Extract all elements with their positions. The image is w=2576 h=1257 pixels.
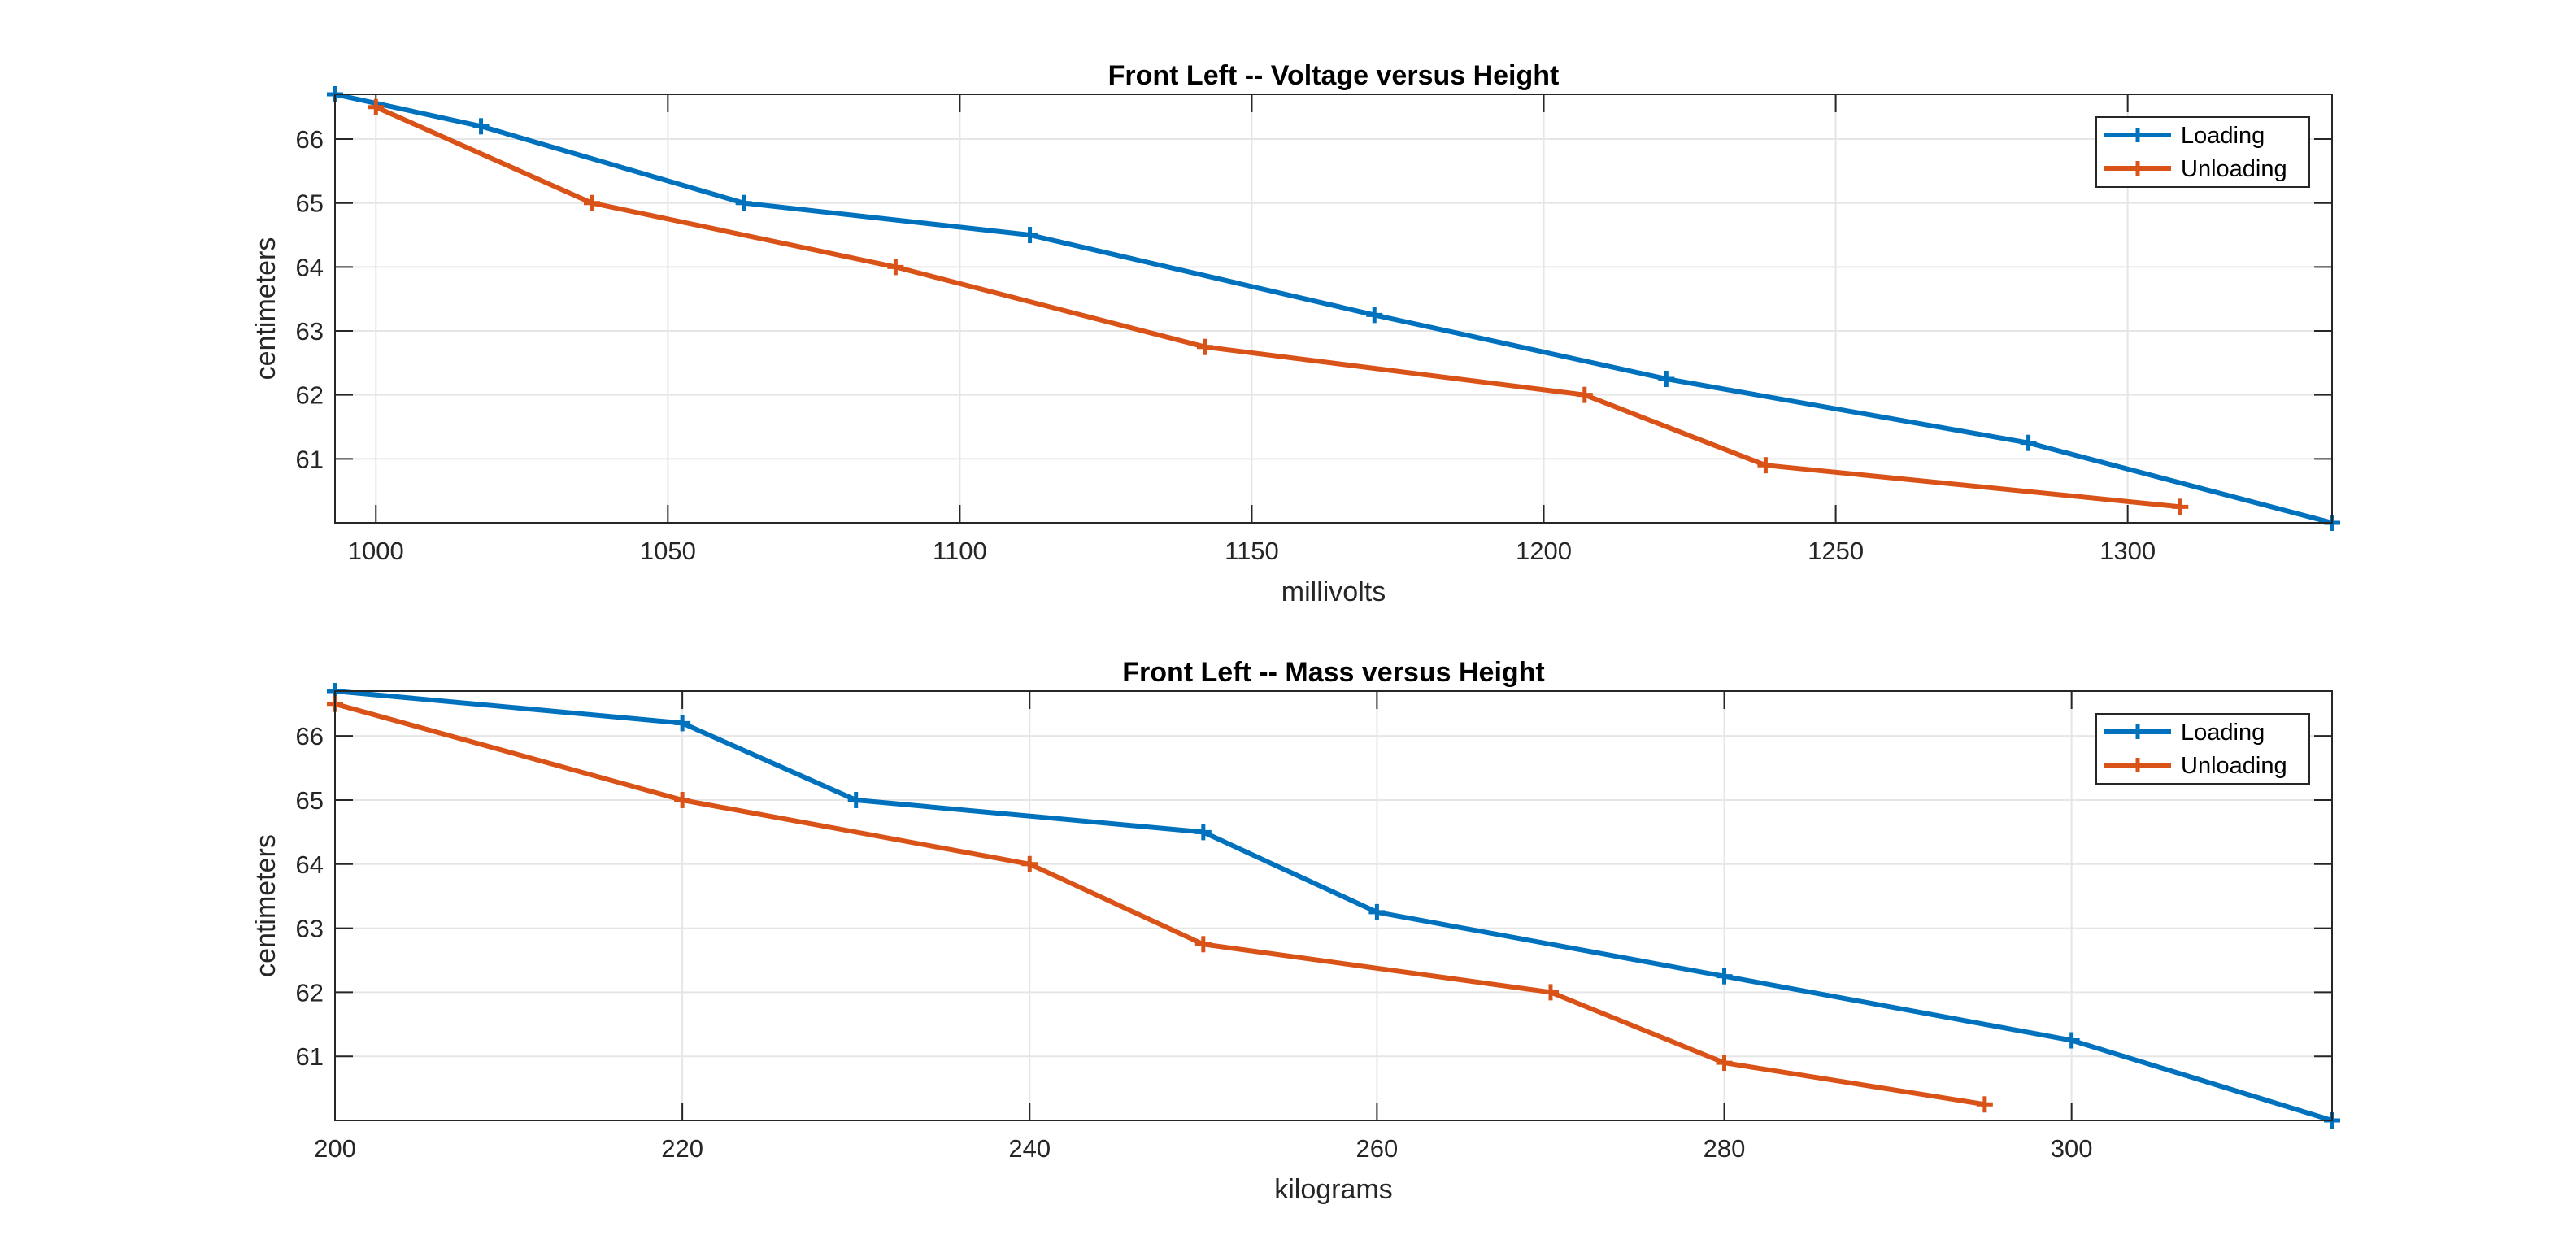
y-tick-label: 64 [296,253,324,281]
y-tick-label: 64 [296,850,324,879]
y-tick-label: 65 [296,786,324,815]
data-point-loading [735,194,752,211]
x-tick-label: 1050 [640,537,696,565]
chart-panel-2: 200 220 240 260 280 300 61 62 63 64 65 66 Front Left… [250,657,2340,1205]
chart-title: Front Left -- Mass versus Height [1122,657,1545,688]
series-line-loading [334,92,2333,525]
x-axis-label: millivolts [1281,576,1386,607]
data-point-unloading [1976,1096,1993,1113]
x-tick-label: 1100 [933,537,987,565]
axes-box [334,94,2333,524]
data-point-loading [1194,824,1212,841]
y-tick-label: 63 [296,317,324,346]
data-point-loading [1658,371,1675,388]
legend-label-unloading: Unloading [2181,753,2287,779]
data-point-loading [847,791,864,808]
data-point-loading [2020,434,2037,451]
data-point-loading [1021,227,1038,244]
data-point-unloading [1542,984,1559,1001]
x-tick-label: 240 [1008,1134,1051,1163]
data-point-unloading [674,791,691,808]
legend-box [2095,116,2310,188]
y-axis-label: centimeters [250,834,281,977]
data-point-unloading [583,194,600,211]
y-tick-label: 66 [296,125,324,154]
x-tick-label: 1150 [1225,537,1279,565]
data-point-loading [674,715,691,732]
legend-label-unloading: Unloading [2181,156,2287,182]
x-tick-label: 220 [661,1134,703,1163]
y-tick-label: 62 [296,978,324,1007]
x-tick-label: 260 [1356,1134,1399,1163]
data-point-unloading [887,259,904,276]
x-tick-label: 280 [1704,1134,1746,1163]
legend-label-loading: Loading [2181,123,2265,149]
y-tick-label: 66 [296,722,324,750]
chart-panel-1: 1000 1050 1100 1150 1200 1250 1300 61 62 63 64 65 66… [250,60,2340,607]
data-point-unloading [368,98,385,115]
x-tick-label: 1000 [348,537,404,565]
y-tick-label: 65 [296,189,324,218]
data-point-loading [2063,1032,2080,1049]
data-point-loading [472,118,490,135]
series-line-loading [334,689,2333,1123]
legend-label-loading: Loading [2181,720,2265,746]
y-tick-label: 63 [296,915,324,943]
plot-area [335,691,2332,1120]
y-axis-label: centimeters [250,237,281,381]
x-tick-label: 1200 [1516,537,1572,565]
data-point-unloading [1197,338,1214,355]
x-tick-label: 1300 [2100,537,2156,565]
data-point-loading [1366,307,1383,324]
x-tick-label: 300 [2051,1134,2093,1163]
x-axis-label: kilograms [1274,1174,1392,1205]
y-tick-label: 62 [296,381,324,410]
data-point-loading [1716,968,1733,985]
x-tick-label: 200 [314,1134,356,1163]
data-point-unloading [1716,1055,1733,1072]
y-tick-label: 61 [296,445,324,473]
data-point-unloading [2172,498,2189,515]
x-tick-label: 1250 [1808,537,1864,565]
legend-box [2095,713,2310,785]
data-point-unloading [1194,936,1212,953]
legend: Loading Unloading [2095,116,2310,188]
chart-title: Front Left -- Voltage versus Height [1108,60,1560,91]
data-point-unloading [1757,457,1774,474]
data-point-unloading [1021,855,1038,872]
axes-box [334,690,2333,1121]
y-tick-label: 61 [296,1042,324,1071]
legend: Loading Unloading [2095,713,2310,785]
data-point-loading [1368,903,1386,920]
data-point-unloading [1576,386,1593,403]
